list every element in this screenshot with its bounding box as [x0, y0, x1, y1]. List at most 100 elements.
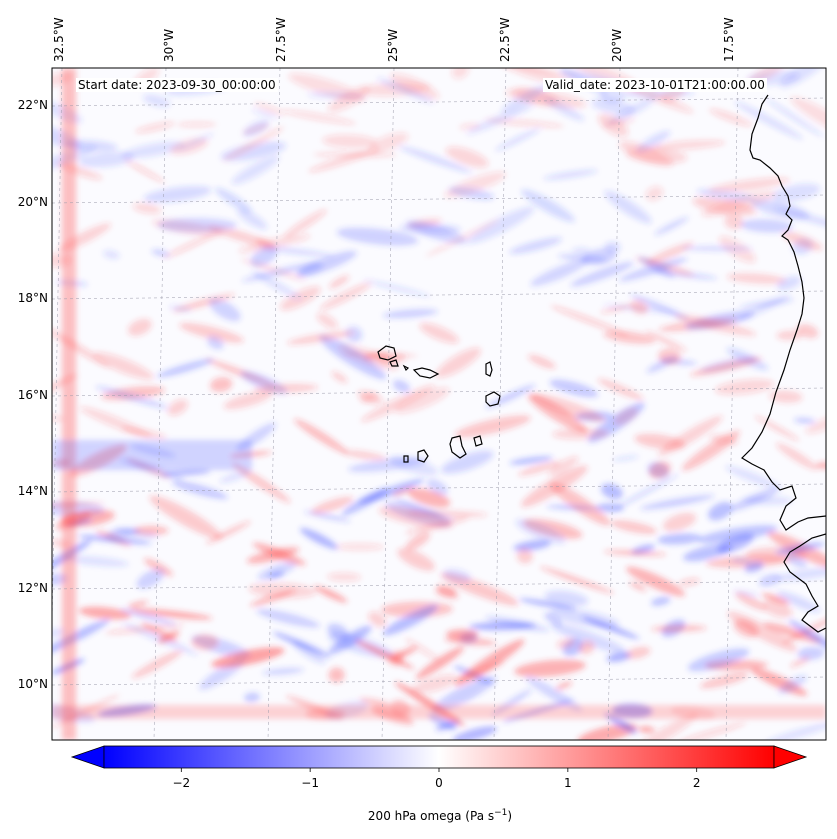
sinking-patch — [727, 611, 798, 652]
colorbar-label-text: 200 hPa omega (Pa s — [367, 809, 495, 823]
meridian-line — [607, 68, 621, 740]
rising-patch — [382, 308, 438, 319]
sinking-patch — [638, 726, 655, 733]
rising-patch — [64, 556, 129, 567]
colorbar-ticks — [180, 768, 698, 772]
rising-patch — [251, 109, 278, 119]
sinking-patch — [342, 450, 387, 461]
rising-patch — [776, 276, 802, 291]
rising-patch — [256, 609, 320, 628]
rising-patch — [258, 245, 334, 257]
sinking-patch — [658, 348, 682, 365]
sinking-patch — [391, 646, 417, 660]
colorbar-label: 200 hPa omega (Pa s−1) — [368, 808, 512, 823]
rising-patch — [398, 145, 473, 174]
sinking-patch — [158, 630, 180, 644]
rising-patch — [231, 155, 280, 185]
sinking-patch — [436, 584, 457, 596]
colorbar-extend-high — [773, 745, 808, 769]
rising-patch — [744, 561, 764, 573]
rising-patch — [143, 94, 171, 108]
rising-patch — [448, 186, 495, 200]
sinking-patch — [127, 318, 152, 336]
sinking-patch — [603, 550, 667, 556]
rising-patch — [773, 566, 826, 582]
rising-patch — [393, 379, 410, 393]
rising-patch — [797, 646, 825, 660]
rising-patch — [613, 473, 679, 510]
sinking-patch — [435, 347, 481, 378]
sinking-patch — [674, 314, 757, 336]
rising-patch — [509, 456, 554, 465]
rising-patch — [530, 259, 588, 287]
colorbar-label-close: ) — [507, 809, 513, 823]
sinking-patch — [254, 102, 285, 116]
sinking-patch — [411, 674, 459, 693]
island-brava — [403, 455, 409, 463]
sinking-patch — [223, 126, 285, 161]
colorbar-tick-label: −2 — [172, 776, 191, 790]
sinking-patch — [457, 660, 505, 680]
rising-patch — [157, 217, 238, 233]
longitude-label: 27.5°W — [274, 17, 288, 62]
meridian-line — [493, 68, 507, 740]
sinking-patch — [394, 387, 450, 414]
rising-patch — [697, 525, 778, 544]
rising-patch — [550, 623, 626, 654]
rising-patch — [794, 418, 816, 424]
rising-patch — [319, 335, 387, 380]
rising-patch — [572, 247, 591, 254]
rising-patch — [778, 675, 807, 694]
sinking-patch — [322, 134, 378, 149]
sinking-patch — [205, 521, 251, 544]
sinking-patch — [446, 629, 479, 640]
sinking-patch — [191, 634, 219, 651]
rising-patch — [336, 227, 419, 246]
sinking-patch — [93, 352, 154, 380]
sinking-patch — [649, 461, 671, 479]
sinking-patch — [454, 415, 531, 438]
sinking-patch — [555, 681, 573, 690]
rising-patch — [236, 208, 268, 230]
field-band — [52, 705, 826, 719]
rising-patch — [151, 249, 170, 257]
rising-patch — [581, 248, 617, 266]
rising-patch — [630, 294, 690, 320]
rising-patch — [518, 598, 577, 610]
rising-patch — [543, 169, 598, 180]
island-boa-vista — [485, 391, 501, 407]
rising-patch — [751, 198, 810, 220]
sinking-patch — [177, 121, 217, 128]
sinking-patch — [782, 613, 826, 644]
sinking-patch — [650, 140, 726, 150]
sinking-patch — [173, 293, 235, 312]
rising-patch — [136, 568, 165, 589]
rising-patch — [156, 358, 214, 378]
rising-patch — [544, 613, 563, 626]
rising-patch — [257, 561, 297, 580]
sinking-patch — [714, 379, 775, 395]
rising-patch — [466, 103, 535, 135]
rising-patch — [103, 250, 120, 259]
meridian-line — [381, 68, 395, 740]
sinking-patch — [645, 330, 687, 352]
sinking-patch — [378, 353, 407, 365]
rising-patch — [606, 652, 631, 663]
rising-patch — [544, 590, 589, 607]
sinking-patch — [78, 606, 132, 620]
rising-patch — [268, 571, 285, 579]
rising-patch — [143, 186, 212, 203]
field-band — [52, 440, 252, 470]
sinking-patch — [105, 623, 185, 635]
sinking-patch — [629, 582, 647, 592]
sinking-patch — [360, 392, 378, 403]
rising-patch — [776, 591, 821, 613]
rising-patch — [734, 101, 804, 140]
rising-patch — [467, 206, 535, 244]
rising-patch — [120, 608, 177, 625]
sinking-patch — [134, 525, 169, 536]
rising-patch — [600, 483, 623, 500]
sinking-patch — [645, 186, 664, 201]
sinking-patch — [769, 390, 803, 403]
sinking-patch — [692, 196, 757, 216]
